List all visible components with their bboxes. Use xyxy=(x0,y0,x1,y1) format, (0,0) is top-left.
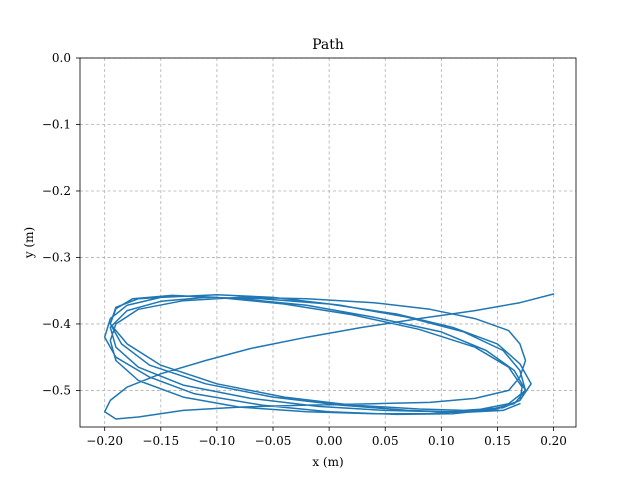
y-axis-label: y (m) xyxy=(22,227,36,259)
axis-ticks: −0.20 −0.15 −0.10 −0.05 0.00 0.05 0.10 0.15 0.20… xyxy=(42,51,567,448)
plot-frame xyxy=(79,57,577,428)
x-tick-label: −0.20 xyxy=(86,434,123,448)
series-line-path xyxy=(103,293,555,420)
x-tick-label: −0.15 xyxy=(142,434,179,448)
y-tick-label: −0.4 xyxy=(42,317,72,331)
x-tick-label: −0.10 xyxy=(199,434,236,448)
y-tick-label: −0.2 xyxy=(42,184,71,198)
y-tick-label: −0.3 xyxy=(42,250,71,264)
series-layer xyxy=(103,293,555,420)
y-tick-label: −0.1 xyxy=(42,117,71,131)
x-tick-label: 0.15 xyxy=(484,434,511,448)
grid-lines xyxy=(80,57,576,427)
x-tick-label: −0.05 xyxy=(255,434,292,448)
y-tick-label: 0.0 xyxy=(52,51,71,65)
x-axis-label: x (m) xyxy=(312,455,343,469)
chart-title: Path xyxy=(312,37,344,53)
x-tick-label: 0.20 xyxy=(540,434,567,448)
x-tick-label: 0.10 xyxy=(428,434,455,448)
y-tick-label: −0.5 xyxy=(42,383,71,397)
x-tick-label: 0.00 xyxy=(316,434,343,448)
x-tick-label: 0.05 xyxy=(372,434,399,448)
